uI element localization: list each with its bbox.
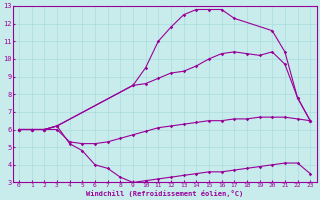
X-axis label: Windchill (Refroidissement éolien,°C): Windchill (Refroidissement éolien,°C) [86,190,243,197]
